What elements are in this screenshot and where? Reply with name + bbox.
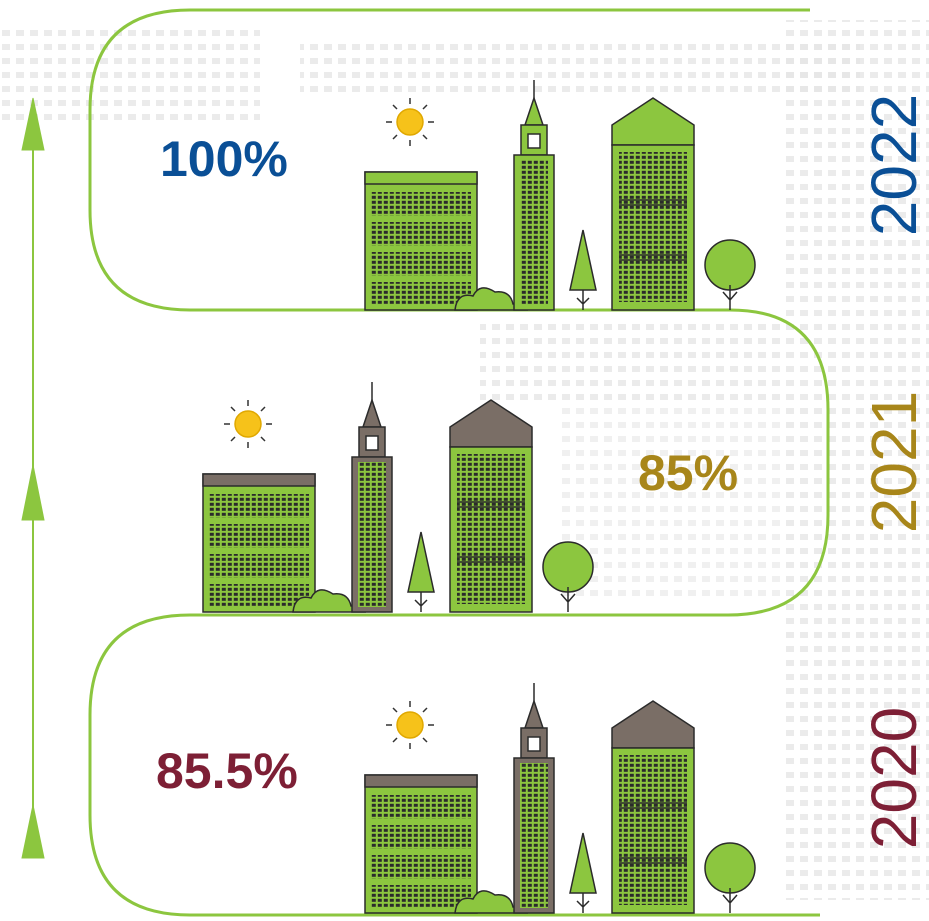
year: 2021: [858, 391, 929, 533]
year: 2020: [858, 707, 929, 849]
percentage: 85.5%: [156, 743, 298, 799]
infographic: 100% 85% 85.5% 2022 2021 2020: [0, 0, 929, 921]
cityscape: [203, 382, 593, 612]
cityscape: [365, 683, 755, 913]
cityscape: [365, 80, 755, 310]
percentage: 85%: [638, 445, 738, 501]
progress-arrow: [22, 98, 44, 858]
year: 2022: [858, 94, 929, 236]
percentage: 100%: [160, 131, 288, 187]
